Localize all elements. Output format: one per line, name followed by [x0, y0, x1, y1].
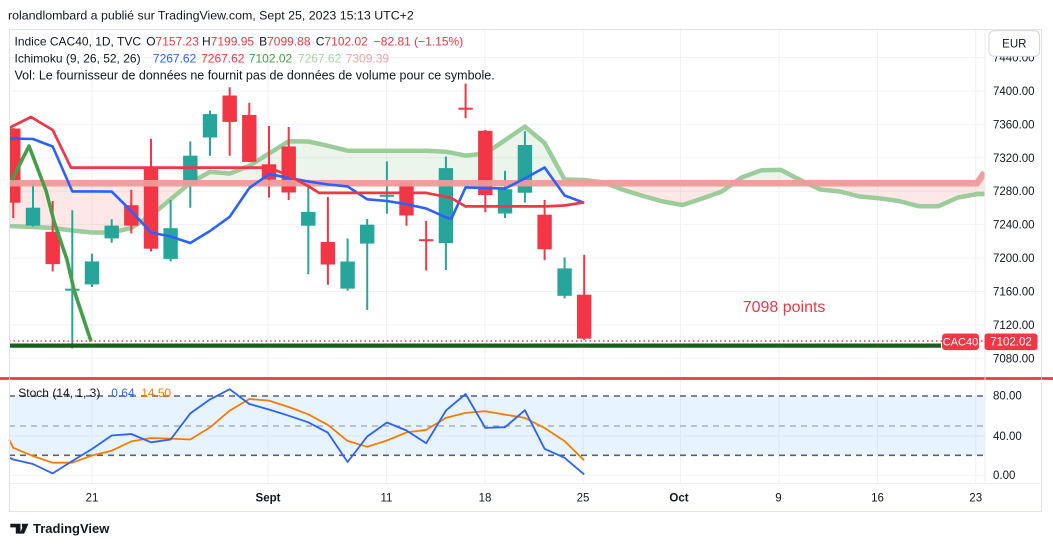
svg-text:−82.81 (−1.15%): −82.81 (−1.15%) [374, 35, 463, 49]
svg-text:18: 18 [479, 493, 492, 505]
svg-text:Indice CAC40, 1D, TVC: Indice CAC40, 1D, TVC [15, 35, 142, 49]
svg-text:23: 23 [969, 493, 982, 505]
svg-text:7080.00: 7080.00 [993, 353, 1035, 365]
svg-text:7309.39: 7309.39 [346, 52, 390, 66]
svg-text:7267.62: 7267.62 [153, 52, 197, 66]
svg-text:7102.02: 7102.02 [990, 337, 1032, 349]
svg-text:7240.00: 7240.00 [993, 220, 1035, 232]
svg-text:Stoch (14, 1, 3): Stoch (14, 1, 3) [18, 386, 100, 400]
svg-text:7267.62: 7267.62 [298, 52, 342, 66]
svg-text:7160.00: 7160.00 [993, 287, 1035, 299]
svg-text:7200.00: 7200.00 [993, 253, 1035, 265]
svg-text:80.00: 80.00 [993, 391, 1022, 403]
svg-text:Sept: Sept [256, 493, 281, 505]
svg-text:7267.62: 7267.62 [201, 52, 245, 66]
svg-text:14.50: 14.50 [141, 386, 171, 400]
svg-text:9: 9 [775, 493, 781, 505]
svg-text:0.64: 0.64 [111, 386, 135, 400]
svg-text:11: 11 [381, 493, 393, 505]
svg-text:0.00: 0.00 [993, 470, 1015, 482]
svg-text:C7102.02: C7102.02 [316, 35, 368, 49]
svg-text:EUR: EUR [1002, 39, 1026, 51]
svg-text:Ichimoku (9, 26, 52, 26): Ichimoku (9, 26, 52, 26) [15, 52, 141, 66]
svg-text:40.00: 40.00 [993, 431, 1022, 443]
svg-text:rolandlombard a publié sur Tra: rolandlombard a publié sur TradingView.c… [8, 9, 414, 23]
svg-text:7400.00: 7400.00 [993, 86, 1035, 98]
svg-text:Oct: Oct [669, 493, 688, 505]
svg-text:H7199.95: H7199.95 [202, 35, 254, 49]
svg-text:7120.00: 7120.00 [993, 320, 1035, 332]
svg-text:7102.02: 7102.02 [249, 52, 293, 66]
svg-text:7098 points: 7098 points [743, 299, 826, 316]
svg-text:7360.00: 7360.00 [993, 119, 1035, 131]
svg-text:CAC40: CAC40 [943, 337, 978, 349]
svg-text:7280.00: 7280.00 [993, 186, 1035, 198]
svg-text:7320.00: 7320.00 [993, 153, 1035, 165]
svg-text:21: 21 [86, 493, 99, 505]
svg-text:25: 25 [577, 493, 590, 505]
svg-text:16: 16 [871, 493, 884, 505]
svg-text:B7099.88: B7099.88 [259, 35, 311, 49]
svg-text:Vol: Le fournisseur de données: Vol: Le fournisseur de données ne fourni… [15, 69, 495, 83]
svg-text:TradingView: TradingView [33, 521, 110, 536]
svg-text:O7157.23: O7157.23 [146, 35, 199, 49]
